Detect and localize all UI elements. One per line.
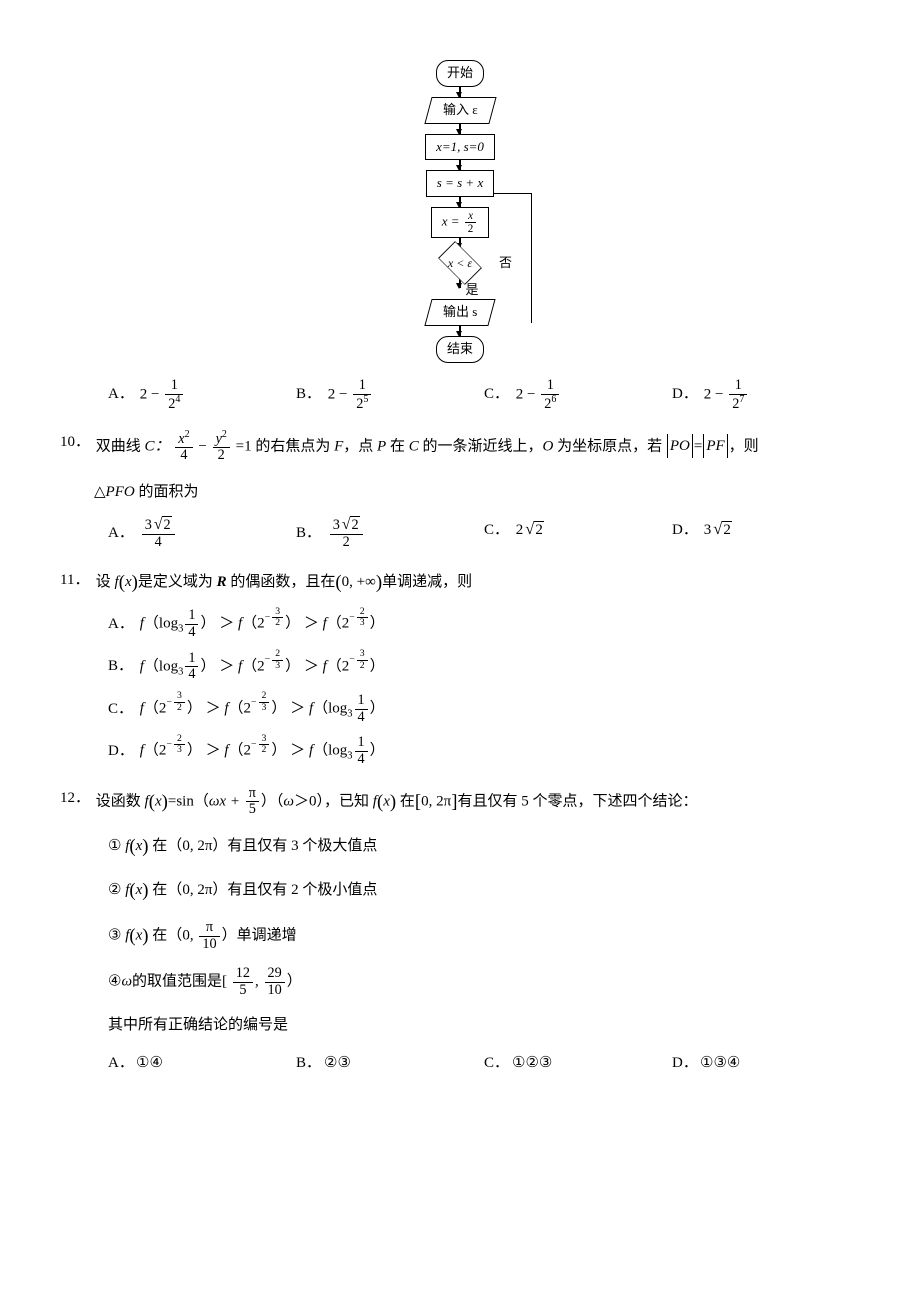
q10-option-c: C． 22 xyxy=(484,516,672,550)
fc-arrow xyxy=(459,326,461,336)
fc-arrow xyxy=(459,160,461,170)
q11-stem: 设 f(x)是定义域为 R 的偶函数，且在(0, +∞)单调递减，则 xyxy=(96,568,860,598)
fc-decision: x < ε 否 xyxy=(432,248,488,278)
q12-statement-1: ① f(x) 在（0, 2π）有且仅有 3 个极大值点 xyxy=(108,832,860,862)
fc-init: x=1, s=0 xyxy=(425,134,495,161)
q9-option-b: B． 2 − 125 xyxy=(296,378,484,412)
q10-option-b: B． 322 xyxy=(296,516,484,550)
q11-number: 11． xyxy=(60,568,92,592)
q12-statement-4: ④ω的取值范围是[ 125, 2910） xyxy=(108,966,860,998)
fc-arrow xyxy=(459,197,461,207)
q12-statement-3: ③ f(x) 在（0, π10）单调递增 xyxy=(108,920,860,952)
q12-option-a: A．①④ xyxy=(108,1051,296,1075)
q12-stem: 设函数 f(x)=sin（ωx + π5）（ω＞0），已知 f(x) 在[0, … xyxy=(96,786,860,818)
q12-option-b: B．②③ xyxy=(296,1051,484,1075)
fc-arrow xyxy=(459,87,461,97)
q9-option-d: D． 2 − 127 xyxy=(672,378,860,412)
q12-statement-2: ② f(x) 在（0, 2π）有且仅有 2 个极小值点 xyxy=(108,876,860,906)
q11-option-c: C． f（2−32） ＞ f（2−23） ＞ f（log314） xyxy=(108,693,860,725)
q10-number: 10． xyxy=(60,430,92,454)
q9-option-c: C． 2 − 126 xyxy=(484,378,672,412)
fc-start: 开始 xyxy=(436,60,484,87)
question-10: 10． 双曲线 C： x24 − y22 =1 的右焦点为 F，点 P 在 C … xyxy=(60,430,860,550)
q12-option-d: D．①③④ xyxy=(672,1051,860,1075)
question-12: 12． 设函数 f(x)=sin（ωx + π5）（ω＞0），已知 f(x) 在… xyxy=(60,786,860,1075)
q12-number: 12． xyxy=(60,786,92,810)
fc-no-label: 否 xyxy=(499,253,512,274)
q10-option-d: D． 32 xyxy=(672,516,860,550)
flowchart-diagram: 开始 输入 ε x=1, s=0 s = s + x x = x2 x < ε … xyxy=(360,60,560,363)
question-11: 11． 设 f(x)是定义域为 R 的偶函数，且在(0, +∞)单调递减，则 A… xyxy=(60,568,860,767)
q11-option-b: B． f（log314） ＞ f（2−23） ＞ f（2−32） xyxy=(108,651,860,683)
fc-arrow xyxy=(459,124,461,134)
fc-step2: x = x2 xyxy=(431,207,490,238)
q10-stem-line2: △PFO 的面积为 xyxy=(94,480,860,504)
q11-option-d: D． f（2−23） ＞ f（2−32） ＞ f（log314） xyxy=(108,735,860,767)
fc-output: 输出 s xyxy=(424,299,495,326)
q12-statements: ① f(x) 在（0, 2π）有且仅有 3 个极大值点 ② f(x) 在（0, … xyxy=(108,832,860,1037)
q9-option-a: A． 2 − 124 xyxy=(108,378,296,412)
q10-stem: 双曲线 C： x24 − y22 =1 的右焦点为 F，点 P 在 C 的一条渐… xyxy=(96,430,860,464)
q10-option-a: A． 324 xyxy=(108,516,296,550)
fc-end: 结束 xyxy=(436,336,484,363)
q12-option-c: C．①②③ xyxy=(484,1051,672,1075)
q10-options: A． 324 B． 322 C． 22 D． 32 xyxy=(108,516,860,550)
q11-option-a: A． f（log314） ＞ f（2−32） ＞ f（2−23） xyxy=(108,608,860,640)
q12-options: A．①④ B．②③ C．①②③ D．①③④ xyxy=(108,1051,860,1075)
fc-input: 输入 ε xyxy=(424,97,496,124)
fc-step1: s = s + x xyxy=(426,170,494,197)
q12-conclusion: 其中所有正确结论的编号是 xyxy=(108,1013,860,1037)
q9-options: A． 2 − 124 B． 2 − 125 C． 2 − 126 D． 2 − … xyxy=(108,378,860,412)
q11-options: A． f（log314） ＞ f（2−32） ＞ f（2−23） B． f（lo… xyxy=(108,608,860,767)
